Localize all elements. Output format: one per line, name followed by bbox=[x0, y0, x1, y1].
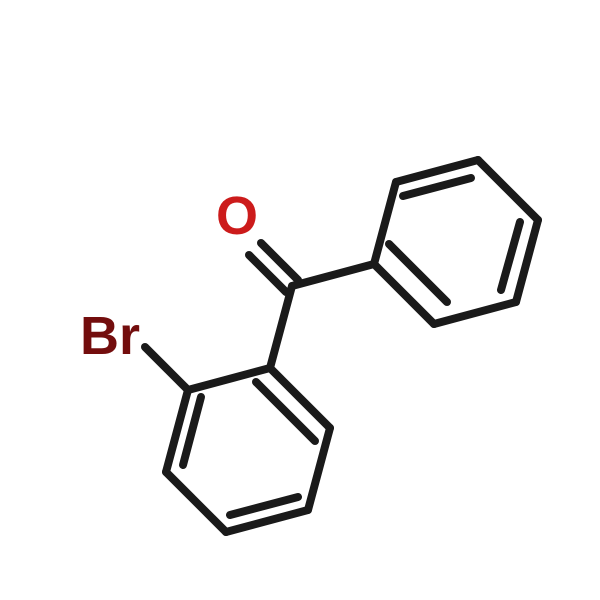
bond-c-ring2 bbox=[270, 286, 292, 368]
bond-r1-d bbox=[478, 160, 538, 220]
bond-c-br bbox=[145, 347, 188, 390]
atom-label-O: O bbox=[216, 186, 258, 246]
bond-r1-c-in bbox=[501, 222, 520, 290]
atom-label-Br: Br bbox=[80, 306, 140, 366]
bond-r2-a-in bbox=[256, 382, 315, 441]
bond-r1-a bbox=[374, 264, 434, 324]
bond-r2-d bbox=[166, 472, 226, 532]
chemical-structure-diagram: O Br bbox=[0, 0, 600, 600]
bond-c-ring1 bbox=[292, 264, 374, 286]
bond-r2-a bbox=[270, 368, 330, 428]
